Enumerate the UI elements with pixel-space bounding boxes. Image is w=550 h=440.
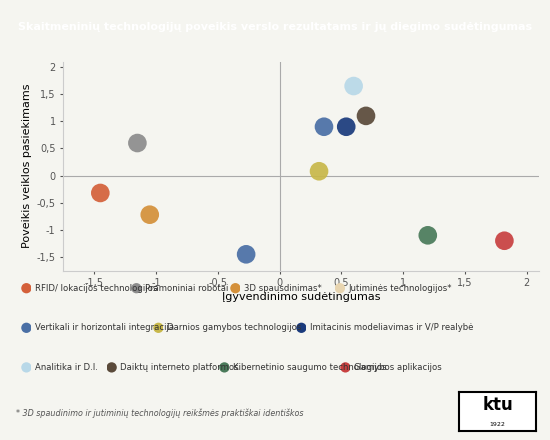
Point [349, 83, 358, 90]
Text: Imitacinis modeliavimas ir V/P realybė: Imitacinis modeliavimas ir V/P realybė [310, 323, 473, 332]
Point [152, 292, 161, 299]
Text: ktu: ktu [482, 396, 513, 414]
Point [276, 213, 285, 220]
Point [177, 213, 186, 220]
Point [67, 213, 76, 220]
Point [424, 232, 432, 239]
Point [381, 213, 389, 220]
Text: * 3D spaudinimo ir jutiminių technologijų reikšmės praktiškai identiškos: * 3D spaudinimo ir jutiminių technologij… [16, 408, 304, 418]
Point [96, 190, 104, 197]
Point [386, 292, 395, 299]
Point [361, 112, 370, 119]
Y-axis label: Poveikis veiklos pasiekimams: Poveikis veiklos pasiekimams [23, 84, 32, 248]
Point [67, 292, 76, 299]
Text: Jutiminės technologijos*: Jutiminės technologijos* [348, 284, 452, 293]
Text: Darnios gamybos technologijos: Darnios gamybos technologijos [167, 323, 301, 332]
Point [500, 237, 509, 244]
Point [315, 168, 323, 175]
Text: Analitika ir D.I.: Analitika ir D.I. [35, 363, 97, 372]
Text: 1922: 1922 [490, 422, 505, 426]
Text: 3D spausdinimas*: 3D spausdinimas* [244, 284, 321, 293]
Point [199, 252, 208, 259]
Text: Vertikali ir horizontali integracija: Vertikali ir horizontali integracija [35, 323, 174, 332]
Text: Skaitmeninių technologijų poveikis verslo rezultatams ir jų diegimo sudėtingumas: Skaitmeninių technologijų poveikis versl… [18, 22, 532, 33]
Point [242, 251, 251, 258]
Text: Pramoniniai robotai: Pramoniniai robotai [145, 284, 228, 293]
X-axis label: Įgyvendinimo sudėtingumas: Įgyvendinimo sudėtingumas [222, 293, 381, 302]
Text: Gamybos aplikacijos: Gamybos aplikacijos [354, 363, 442, 372]
Point [265, 292, 274, 299]
Text: Kibernetinio saugumo technologijos: Kibernetinio saugumo technologijos [233, 363, 386, 372]
Point [133, 139, 142, 147]
Point [145, 211, 154, 218]
Text: RFID/ lokacijos technologijos: RFID/ lokacijos technologijos [35, 284, 157, 293]
Point [342, 123, 351, 130]
Text: Daiktų interneto platformos: Daiktų interneto platformos [120, 363, 239, 372]
Point [342, 252, 351, 259]
Point [320, 123, 328, 130]
Point [67, 252, 76, 259]
